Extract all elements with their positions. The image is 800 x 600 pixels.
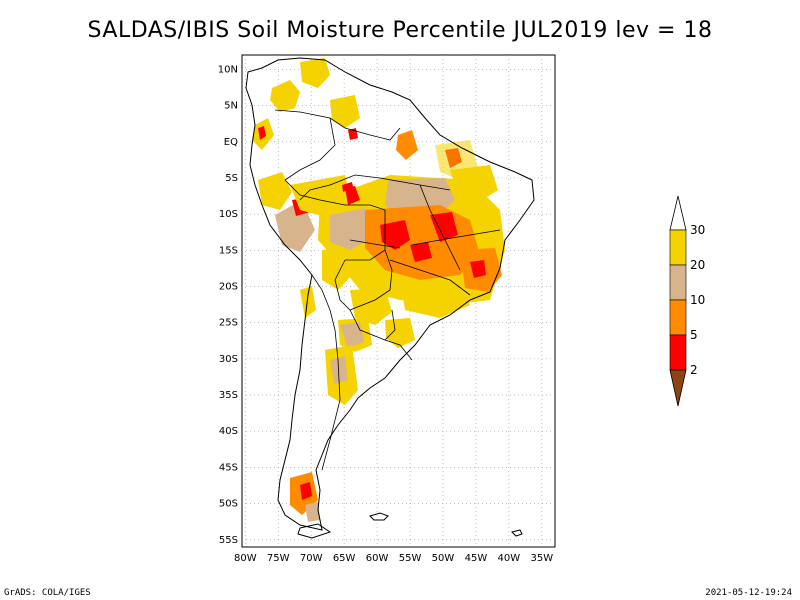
country-borders: [274, 109, 501, 471]
lat-tick-label: 30S: [219, 354, 238, 365]
legend-label-5: 5: [690, 328, 698, 342]
lon-tick-label: 70W: [300, 553, 323, 564]
patch-bahia-red: [470, 260, 486, 278]
longitude-labels: 80W 75W 70W 65W 60W 55W 50W 45W 40W 35W: [234, 553, 553, 564]
patch-mg-yellow: [400, 280, 470, 318]
page-title: SALDAS/IBIS Soil Moisture Percentile JUL…: [87, 18, 713, 43]
legend-label-2: 2: [690, 363, 698, 377]
lon-tick-label: 60W: [366, 553, 389, 564]
patch-central-tan2: [330, 208, 372, 250]
lat-tick-label: 55S: [219, 535, 238, 546]
patch-patagonia-tan: [305, 502, 320, 522]
lat-tick-label: EQ: [224, 137, 238, 148]
lat-tick-label: 5S: [225, 173, 238, 184]
patch-guiana: [330, 95, 360, 128]
legend-swatch-below-2: [669, 369, 687, 407]
tierra-del-fuego: [297, 523, 332, 539]
patch-central-red2: [430, 212, 458, 242]
patch-argentina-tan: [340, 322, 364, 348]
lon-tick-label: 80W: [234, 553, 257, 564]
legend-label-20: 20: [690, 258, 705, 272]
latitude-labels: 10N 5N EQ 5S 10S 15S 20S 25S 30S 35S 40S 45S 50S 55S: [218, 64, 238, 545]
south-america-coastline: [245, 57, 535, 531]
lat-tick-label: 20S: [219, 282, 238, 293]
lon-tick-label: 45W: [465, 553, 488, 564]
footer-credit: GrADS: COLA/IGES: [4, 588, 91, 598]
lat-tick-label: 15S: [219, 245, 238, 256]
patch-paraguay: [350, 288, 392, 325]
lat-tick-label: 35S: [219, 390, 238, 401]
falkland-islands: [369, 512, 389, 521]
patch-colombia-north: [270, 80, 300, 112]
legend-label-30: 30: [690, 223, 705, 237]
moisture-patches: [252, 58, 505, 522]
footer-timestamp: 2021-05-12-19:24: [705, 588, 792, 598]
patch-colombia-red: [258, 126, 266, 140]
patch-amapa: [396, 130, 418, 160]
lon-tick-label: 50W: [432, 553, 455, 564]
lon-tick-label: 55W: [399, 553, 422, 564]
small-island: [511, 529, 523, 537]
patch-argentina-central-tan: [330, 356, 348, 384]
lon-tick-label: 65W: [333, 553, 356, 564]
patch-patagonia-red: [300, 482, 312, 500]
legend-swatch-2-5: [669, 334, 687, 371]
lat-tick-label: 10S: [219, 209, 238, 220]
patch-bolivia: [322, 248, 352, 290]
legend-swatch-5-10: [669, 299, 687, 336]
patch-venezuela: [300, 58, 330, 88]
map-frame: [241, 54, 556, 548]
lat-tick-label: 10N: [218, 64, 238, 75]
patch-peru-north: [258, 172, 292, 210]
lat-tick-label: 50S: [219, 499, 238, 510]
patch-sbrazil: [385, 318, 415, 348]
legend-swatch-20-30: [669, 229, 687, 266]
lat-tick-label: 5N: [224, 101, 238, 112]
lon-tick-label: 40W: [498, 553, 521, 564]
patch-central-red: [380, 220, 410, 250]
lat-tick-label: 45S: [219, 462, 238, 473]
lat-tick-label: 25S: [219, 318, 238, 329]
patch-chile-north: [300, 286, 316, 318]
lon-tick-label: 75W: [267, 553, 290, 564]
legend-label-10: 10: [690, 293, 705, 307]
legend-colorbar: 30 20 10 5 2: [669, 195, 705, 407]
legend-swatch-above-30: [669, 195, 687, 231]
legend-swatch-10-20: [669, 264, 687, 301]
patch-central-red4: [410, 242, 432, 262]
lon-tick-label: 35W: [531, 553, 554, 564]
lat-tick-label: 40S: [219, 426, 238, 437]
patch-central-red3: [345, 186, 360, 205]
